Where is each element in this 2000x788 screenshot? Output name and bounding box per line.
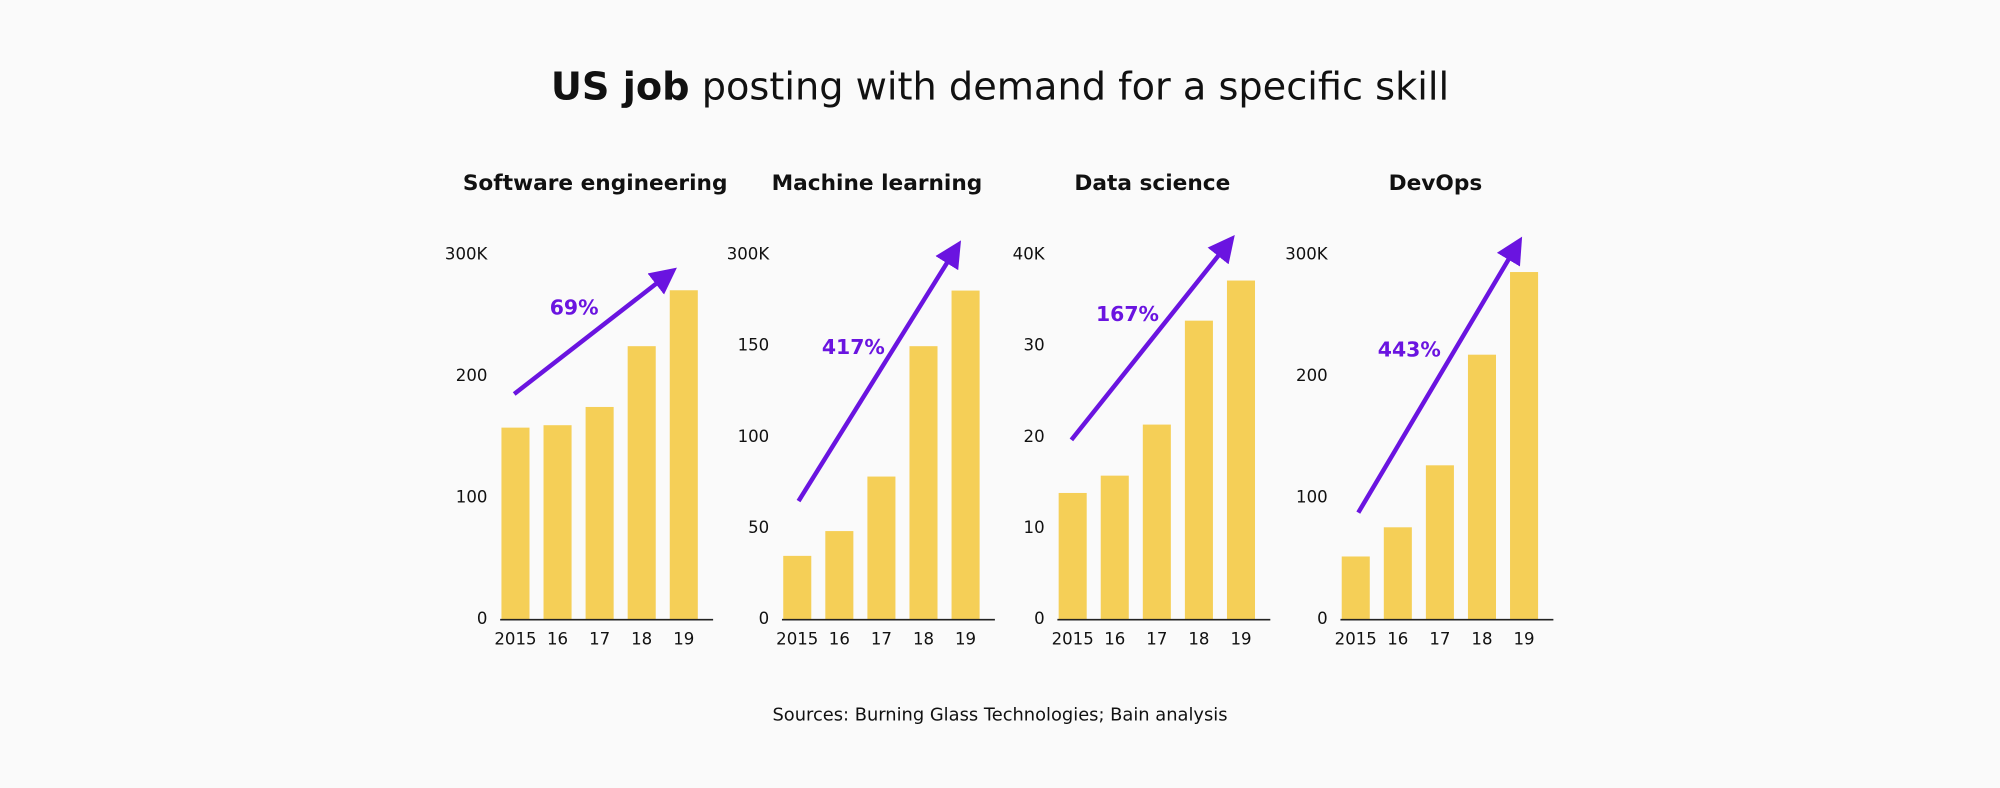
page-title: US job posting with demand for a specifi… xyxy=(551,64,1449,109)
x-tick-label: 19 xyxy=(1514,630,1535,649)
bar xyxy=(585,406,614,620)
bar xyxy=(1425,465,1454,620)
y-tick-label: 0 xyxy=(477,609,488,628)
bar xyxy=(1226,280,1256,620)
x-tick-label: 18 xyxy=(631,630,652,649)
bar xyxy=(1467,354,1497,620)
x-tick-label: 16 xyxy=(1104,630,1125,649)
x-tick-label: 17 xyxy=(589,630,610,649)
x-tick-label: 2015 xyxy=(494,630,536,649)
bar xyxy=(1510,272,1539,620)
bar xyxy=(867,476,896,620)
bar xyxy=(783,555,812,620)
bar xyxy=(669,290,698,620)
trend-arrow xyxy=(1069,235,1235,442)
chart-title: DevOps xyxy=(1389,171,1483,196)
x-tick-label: 19 xyxy=(1230,630,1251,649)
x-tick-label: 2015 xyxy=(1335,630,1377,649)
x-tick-label: 19 xyxy=(955,630,976,649)
bar xyxy=(501,427,530,620)
source: Sources: Burning Glass Technologies; Bai… xyxy=(772,704,1227,725)
growth-label: 167% xyxy=(1096,302,1159,326)
title-bold: US job xyxy=(551,64,690,109)
y-tick-label: 40K xyxy=(1013,245,1046,264)
x-tick-label: 17 xyxy=(871,630,892,649)
growth-label: 69% xyxy=(550,296,599,320)
chart-title: Machine learning xyxy=(772,171,983,196)
y-tick-label: 200 xyxy=(456,366,488,385)
y-tick-label: 0 xyxy=(759,609,770,628)
y-tick-label: 300K xyxy=(445,245,489,264)
growth-label: 443% xyxy=(1378,338,1441,362)
y-tick-label: 30 xyxy=(1024,336,1045,355)
x-tick-label: 16 xyxy=(829,630,850,649)
chart-title: Software engineering xyxy=(463,171,728,196)
bar xyxy=(1184,320,1213,620)
x-tick-label: 18 xyxy=(1188,630,1209,649)
title-regular: posting with demand for a specific skill xyxy=(702,64,1449,109)
x-tick-label: 16 xyxy=(1387,630,1408,649)
y-tick-label: 0 xyxy=(1317,609,1328,628)
x-tick-label: 18 xyxy=(1471,630,1492,649)
y-tick-label: 100 xyxy=(738,427,770,446)
growth-label: 417% xyxy=(822,335,885,359)
x-tick-label: 17 xyxy=(1146,630,1167,649)
y-tick-label: 300K xyxy=(727,245,771,264)
x-tick-label: 2015 xyxy=(1052,630,1094,649)
y-tick-label: 300K xyxy=(1285,245,1329,264)
y-tick-label: 200 xyxy=(1296,366,1328,385)
chart-title: Data science xyxy=(1074,171,1230,196)
bar xyxy=(1058,492,1087,620)
x-tick-label: 19 xyxy=(673,630,694,649)
bar xyxy=(951,290,980,620)
bar xyxy=(1100,475,1129,620)
bar xyxy=(825,531,854,620)
bar xyxy=(1341,556,1370,620)
x-tick-label: 18 xyxy=(913,630,934,649)
x-tick-label: 17 xyxy=(1429,630,1450,649)
bar xyxy=(543,425,572,620)
y-tick-label: 100 xyxy=(1296,488,1328,507)
trend-arrow xyxy=(1356,236,1523,514)
bar xyxy=(627,346,656,620)
trend-arrow xyxy=(512,267,677,396)
y-tick-label: 50 xyxy=(748,518,769,537)
x-tick-label: 2015 xyxy=(776,630,818,649)
y-tick-label: 20 xyxy=(1024,427,1045,446)
y-tick-label: 0 xyxy=(1034,609,1045,628)
x-tick-label: 16 xyxy=(547,630,568,649)
y-tick-label: 10 xyxy=(1024,518,1045,537)
bar xyxy=(1142,424,1171,620)
y-tick-label: 100 xyxy=(456,488,488,507)
bar xyxy=(1383,527,1412,620)
y-tick-label: 150 xyxy=(738,336,770,355)
trend-arrow xyxy=(796,240,961,503)
bar xyxy=(909,346,938,620)
